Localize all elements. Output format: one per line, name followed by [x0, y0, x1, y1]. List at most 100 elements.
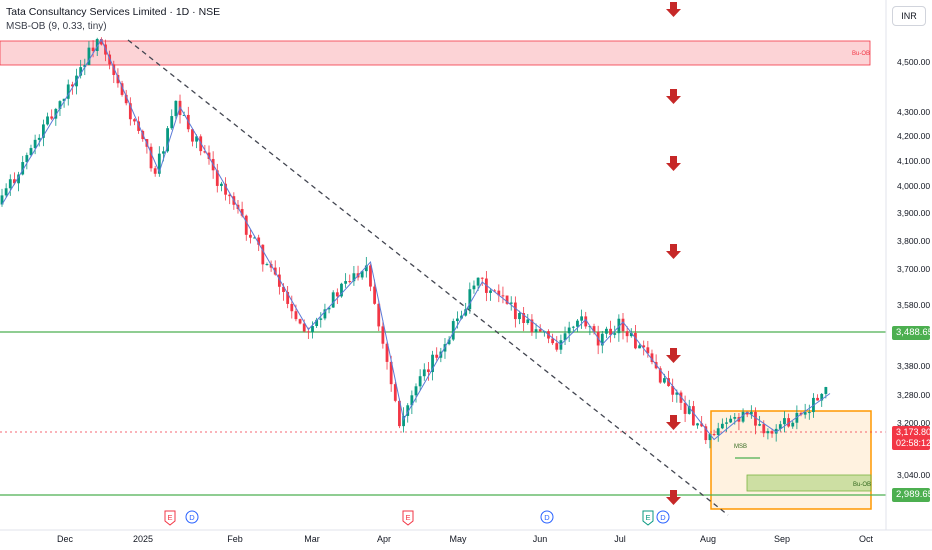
candle-body: [646, 347, 650, 354]
candle-body: [741, 411, 745, 422]
candle-body: [290, 303, 294, 312]
chart-title: Tata Consultancy Services Limited · 1D ·…: [6, 6, 221, 18]
candle-body: [476, 277, 480, 286]
candle-body: [592, 326, 596, 332]
sell-arrow-icon: [666, 348, 681, 363]
level-high-price-label: 3,488.65: [892, 326, 932, 340]
candle-body: [0, 195, 4, 205]
candle-body: [803, 412, 807, 415]
candle-body: [406, 405, 410, 416]
time-axis[interactable]: Dec 2025 Feb Mar Apr May Jun Jul Aug Sep Oct: [57, 534, 874, 544]
candle-body: [679, 392, 683, 403]
candle-body: [497, 290, 501, 296]
candle-body: [153, 168, 157, 174]
candle-body: [348, 281, 352, 283]
price-tick-label: 4,000.00: [897, 181, 930, 191]
candle-body: [66, 84, 70, 99]
candle-body: [675, 392, 679, 395]
candle-body: [431, 354, 434, 373]
candle-body: [203, 151, 207, 153]
candle-body: [116, 74, 120, 84]
candle-body: [253, 237, 256, 239]
candle-body: [418, 376, 422, 387]
candle-body: [369, 265, 372, 287]
dividend-marker[interactable]: D: [656, 510, 670, 524]
time-tick-label: Jun: [533, 534, 548, 544]
candle-body: [95, 39, 99, 51]
candle-body: [166, 128, 169, 152]
candle-body: [331, 292, 335, 308]
candle-body: [605, 328, 608, 334]
svg-text:D: D: [660, 513, 666, 522]
candle-body: [621, 318, 625, 332]
price-scale[interactable]: 4,500.00 4,300.00 4,200.00 4,100.00 4,000.00…: [897, 57, 930, 480]
candle-body: [282, 286, 285, 292]
candle-body: [422, 369, 426, 377]
bar-countdown: 02:58:12: [896, 438, 932, 448]
candle-body: [716, 428, 720, 436]
candle-body: [4, 188, 8, 196]
candle-body: [306, 331, 310, 333]
candle-body: [137, 121, 141, 131]
time-tick-label: Feb: [227, 534, 243, 544]
candle-body: [667, 378, 670, 387]
candle-body: [120, 83, 124, 95]
svg-text:E: E: [167, 513, 172, 522]
candle-body: [650, 353, 654, 363]
candle-body: [112, 64, 116, 75]
candle-body: [385, 343, 389, 362]
candle-body: [149, 146, 153, 169]
earnings-marker[interactable]: E: [642, 510, 654, 526]
price-tick-label: 4,500.00: [897, 57, 930, 67]
time-tick-label: Mar: [304, 534, 320, 544]
candle-body: [302, 323, 306, 332]
candle-body: [691, 406, 695, 426]
candle-body: [758, 424, 762, 426]
candle-body: [493, 290, 497, 292]
dividend-marker[interactable]: D: [185, 510, 199, 524]
candle-body: [162, 151, 165, 154]
candle-body: [613, 333, 617, 335]
zigzag-line: [1, 38, 831, 441]
candle-body: [265, 264, 269, 266]
bullish-ob-zone-bottom: [746, 474, 872, 492]
candle-body: [294, 311, 298, 320]
svg-text:E: E: [405, 513, 410, 522]
price-tick-label: 3,200.00: [897, 418, 930, 428]
candle-body: [745, 411, 749, 415]
price-tick-label: 4,300.00: [897, 107, 930, 117]
candle-body: [414, 386, 418, 396]
candle-body: [182, 114, 186, 116]
candle-body: [286, 291, 290, 304]
candle-body: [584, 316, 588, 327]
sell-arrow-icon: [666, 156, 681, 171]
candle-body: [402, 415, 405, 427]
indicator-legend[interactable]: MSB-OB (9, 0.33, tiny): [6, 21, 107, 32]
candle-body: [398, 400, 401, 427]
candle-body: [600, 333, 604, 346]
candle-body: [170, 116, 174, 129]
candle-body: [530, 319, 534, 333]
candle-body: [257, 237, 261, 245]
candle-body: [609, 328, 612, 335]
candle-body: [807, 412, 811, 414]
candle-body: [29, 148, 33, 156]
candle-body: [658, 368, 662, 383]
candle-body: [472, 285, 476, 290]
candle-body: [505, 295, 509, 304]
price-tick-label: 3,040.00: [897, 470, 930, 480]
dividend-marker[interactable]: D: [540, 510, 554, 524]
earnings-marker[interactable]: E: [164, 510, 176, 526]
candle-body: [261, 244, 265, 265]
candle-body: [157, 153, 161, 174]
sell-arrow-icon: [666, 490, 681, 505]
candle-body: [671, 386, 675, 395]
price-tick-label: 3,380.00: [897, 361, 930, 371]
candle-body: [518, 313, 521, 320]
candle-body: [215, 170, 219, 186]
currency-button[interactable]: INR: [892, 6, 926, 26]
candle-body: [33, 139, 37, 149]
level-low-price-label: 2,989.65: [892, 488, 932, 502]
earnings-marker[interactable]: E: [402, 510, 414, 526]
